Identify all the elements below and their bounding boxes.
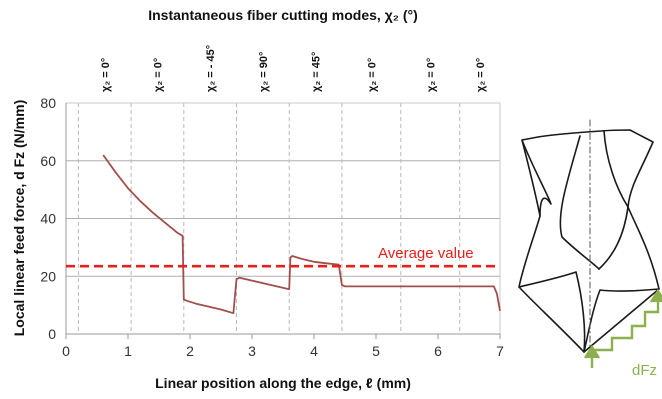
- mode-label: χ₂ = 0°: [100, 58, 112, 92]
- x-tick-label: 0: [62, 343, 70, 359]
- x-tick-label: 1: [124, 343, 132, 359]
- mode-label: χ₂ = 0°: [425, 58, 437, 92]
- mode-label: χ₂ = 45°: [311, 52, 323, 92]
- force-staircase-line: [590, 297, 660, 368]
- y-tick-label: 0: [48, 326, 56, 342]
- drill-cutting-edge-2: [583, 288, 660, 353]
- series-group: [102, 154, 501, 315]
- x-axis-label: Linear position along the edge, ℓ (mm): [155, 375, 411, 391]
- drill-flute-edge-2: [559, 135, 600, 270]
- x-tick-label: 4: [310, 343, 318, 359]
- average-line-group: Average value: [66, 245, 500, 268]
- drill-flute-edge-3: [603, 130, 629, 208]
- x-tick-labels: 0 1 2 3 4 5 6 7: [62, 334, 504, 359]
- force-arrow-head-1: [583, 344, 601, 359]
- y-tick-labels: 0 20 40 60 80: [40, 95, 56, 342]
- average-label: Average value: [378, 245, 474, 262]
- x-tick-label: 5: [372, 343, 380, 359]
- drill-flute-edge-4: [598, 206, 629, 270]
- drill-flute-edge-1: [521, 139, 552, 217]
- drill-diagram: [518, 119, 660, 356]
- drill-cutting-edge-1: [518, 271, 586, 353]
- mode-label: χ₂ = 0°: [475, 58, 487, 92]
- y-axis-label: Local linear feed force, d Fz (N/mm): [11, 100, 27, 337]
- y-tick-label: 20: [40, 268, 56, 284]
- mode-label: χ₂ = 90°: [258, 52, 270, 92]
- x-tick-label: 2: [186, 343, 194, 359]
- series-line-0: [102, 154, 501, 315]
- mode-labels: χ₂ = 0° χ₂ = 0° χ₂ = - 45° χ₂ = 90° χ₂ = 45°…: [100, 45, 487, 92]
- mode-label: χ₂ = 0°: [366, 58, 378, 92]
- x-tick-label: 6: [434, 343, 442, 359]
- y-tick-label: 40: [40, 211, 56, 227]
- top-title: Instantaneous fiber cutting modes, χ₂ (°…: [148, 7, 418, 23]
- force-label: dFz: [632, 362, 657, 379]
- force-arrow-head-2: [649, 288, 662, 303]
- y-tick-label: 80: [40, 95, 56, 111]
- x-tick-label: 3: [248, 343, 256, 359]
- drill-outline: [518, 129, 660, 353]
- mode-label: χ₂ = 0°: [152, 58, 164, 92]
- x-tick-label: 7: [496, 343, 504, 359]
- mode-label: χ₂ = - 45°: [205, 45, 217, 92]
- force-arrow-group: [583, 288, 662, 368]
- y-tick-label: 60: [40, 153, 56, 169]
- mode-boundary-lines: [77, 103, 461, 334]
